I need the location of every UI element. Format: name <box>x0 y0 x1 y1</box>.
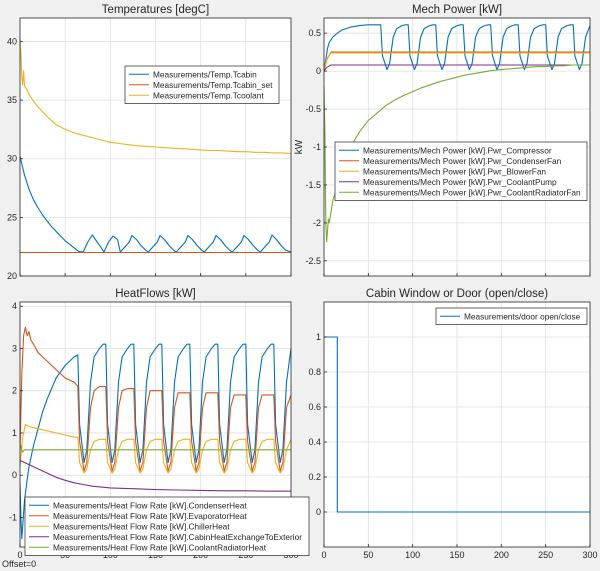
legend-entry: Measurements/Mech Power [kW].Pwr_Condens… <box>363 156 562 166</box>
legend: Measurements/Heat Flow Rate [kW].Condens… <box>24 496 310 556</box>
x-tick-label: 250 <box>538 550 553 560</box>
y-tick-label: -0.5 <box>305 104 321 114</box>
legend-entry: Measurements/Temp.Tcabin <box>153 69 257 79</box>
series-line-5 <box>20 445 291 453</box>
y-tick-label: 30 <box>7 154 17 164</box>
y-tick-label: -2 <box>313 218 321 228</box>
y-tick-label: 4 <box>12 301 17 311</box>
y-tick-label: -1.5 <box>305 180 321 190</box>
y-tick-label: 0.4 <box>308 437 321 447</box>
y-tick-label: 0.2 <box>308 472 321 482</box>
legend-entry: Measurements/Heat Flow Rate [kW].Evapora… <box>53 511 247 521</box>
y-tick-label: -1 <box>9 512 17 522</box>
series-line-4 <box>20 459 291 492</box>
series-line-1 <box>20 343 291 540</box>
legend-entry: Measurements/Temp.Tcoolant <box>153 90 264 100</box>
y-tick-label: 25 <box>7 212 17 222</box>
y-tick-label: 40 <box>7 36 17 46</box>
legend: Measurements/door open/close <box>435 307 588 325</box>
y-tick-label: 0.6 <box>308 402 321 412</box>
legend-entry: Measurements/Mech Power [kW].Pwr_Compres… <box>363 145 552 155</box>
chart-title: Mech Power [kW] <box>412 4 502 16</box>
legend-box <box>124 65 280 104</box>
temperatures-axes[interactable]: 20 25 30 35 40 Temperatures [degC] Measurement… <box>7 4 292 281</box>
chart-title: Cabin Window or Door (open/close) <box>366 288 548 300</box>
legend-box <box>24 496 310 556</box>
series-line-4 <box>324 64 590 72</box>
y-tick-label: 0 <box>316 507 321 517</box>
chart-title: HeatFlows [kW] <box>115 288 196 300</box>
legend-entry: Measurements/Heat Flow Rate [kW].CabinHe… <box>53 532 302 542</box>
x-tick-label: 0 <box>17 550 22 560</box>
y-tick-label: 0.5 <box>308 28 321 38</box>
series-line-5 <box>324 64 590 243</box>
offset-label: Offset=0 <box>2 559 37 569</box>
series-line-3 <box>20 423 291 474</box>
x-tick-label: 300 <box>582 550 597 560</box>
series-line-3 <box>20 39 291 154</box>
x-tick-label: 200 <box>494 550 509 560</box>
x-tick-label: 0 <box>321 550 326 560</box>
y-tick-label: 1 <box>12 428 17 438</box>
series-line-1 <box>324 24 590 72</box>
y-tick-label: 35 <box>7 95 17 105</box>
series-line-3 <box>324 52 590 72</box>
series-line-1 <box>20 156 291 253</box>
series-group <box>20 326 291 540</box>
mech-power-axes[interactable]: -2.5 -2 -1.5 -1 -0.5 0 0.5 Mech Power [kW] kW Mea… <box>294 4 591 277</box>
series-line-1 <box>324 336 590 513</box>
legend-box <box>435 307 588 325</box>
legend-entry: Measurements/Mech Power [kW].Pwr_Coolant… <box>363 187 581 197</box>
y-axis-label: kW <box>294 139 305 154</box>
legend-entry: Measurements/Heat Flow Rate [kW].Coolant… <box>53 542 267 552</box>
y-tick-label: 3 <box>12 343 17 353</box>
y-tick-label: 20 <box>7 271 17 281</box>
y-tick-label: 1 <box>316 332 321 342</box>
chart-title: Temperatures [degC] <box>102 4 209 16</box>
y-tick-label: 0 <box>316 66 321 76</box>
x-tick-label: 50 <box>363 550 373 560</box>
legend: Measurements/Mech Power [kW].Pwr_Compres… <box>334 141 588 201</box>
legend: Measurements/Temp.TcabinMeasurements/Tem… <box>124 65 280 104</box>
series-line-2 <box>20 326 291 472</box>
series-group <box>324 336 590 513</box>
legend-entry: Measurements/Heat Flow Rate [kW].Condens… <box>53 500 247 510</box>
y-tick-label: 0 <box>12 470 17 480</box>
y-tick-label: 2 <box>12 386 17 396</box>
legend-entry: Measurements/Heat Flow Rate [kW].Chiller… <box>53 521 230 531</box>
door-axes[interactable]: 0 50 100 150 200 250 300 0 0.2 0.4 0.6 0.8 1 Cabin Wi… <box>308 288 597 560</box>
x-tick-label: 100 <box>405 550 420 560</box>
y-axis-label: kW <box>0 417 1 432</box>
legend-entry: Measurements/door open/close <box>464 311 581 321</box>
legend-entry: Measurements/Mech Power [kW].Pwr_Coolant… <box>363 177 557 187</box>
y-tick-label: -2.5 <box>305 256 321 266</box>
x-tick-label: 150 <box>449 550 464 560</box>
legend-entry: Measurements/Mech Power [kW].Pwr_BlowerF… <box>363 166 546 176</box>
y-tick-label: -1 <box>313 142 321 152</box>
series-group <box>20 39 291 254</box>
legend-box <box>334 141 588 201</box>
y-tick-label: 0.8 <box>308 367 321 377</box>
series-group <box>324 24 590 243</box>
legend-entry: Measurements/Temp.Tcabin_set <box>153 80 273 90</box>
